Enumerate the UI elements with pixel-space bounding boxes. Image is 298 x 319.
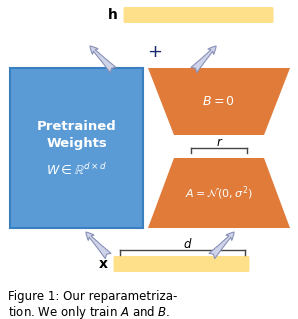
Text: $B = 0$: $B = 0$ <box>202 95 235 108</box>
FancyBboxPatch shape <box>123 7 274 23</box>
Text: r: r <box>217 137 221 150</box>
FancyBboxPatch shape <box>10 68 143 228</box>
Text: $A = \mathcal{N}(0,\sigma^2)$: $A = \mathcal{N}(0,\sigma^2)$ <box>185 184 253 202</box>
Text: Weights: Weights <box>46 137 107 150</box>
Polygon shape <box>148 158 290 228</box>
Text: x: x <box>99 257 108 271</box>
FancyBboxPatch shape <box>114 256 249 272</box>
Text: d: d <box>184 238 191 250</box>
Text: Pretrained: Pretrained <box>37 120 117 132</box>
Polygon shape <box>148 68 290 135</box>
Text: tion. We only train $A$ and $B$.: tion. We only train $A$ and $B$. <box>8 304 170 319</box>
Text: h: h <box>108 8 118 22</box>
Text: $+$: $+$ <box>148 43 163 61</box>
Text: $W \in \mathbb{R}^{d\times d}$: $W \in \mathbb{R}^{d\times d}$ <box>46 162 107 178</box>
Text: Figure 1: Our reparametriza-: Figure 1: Our reparametriza- <box>8 290 177 303</box>
